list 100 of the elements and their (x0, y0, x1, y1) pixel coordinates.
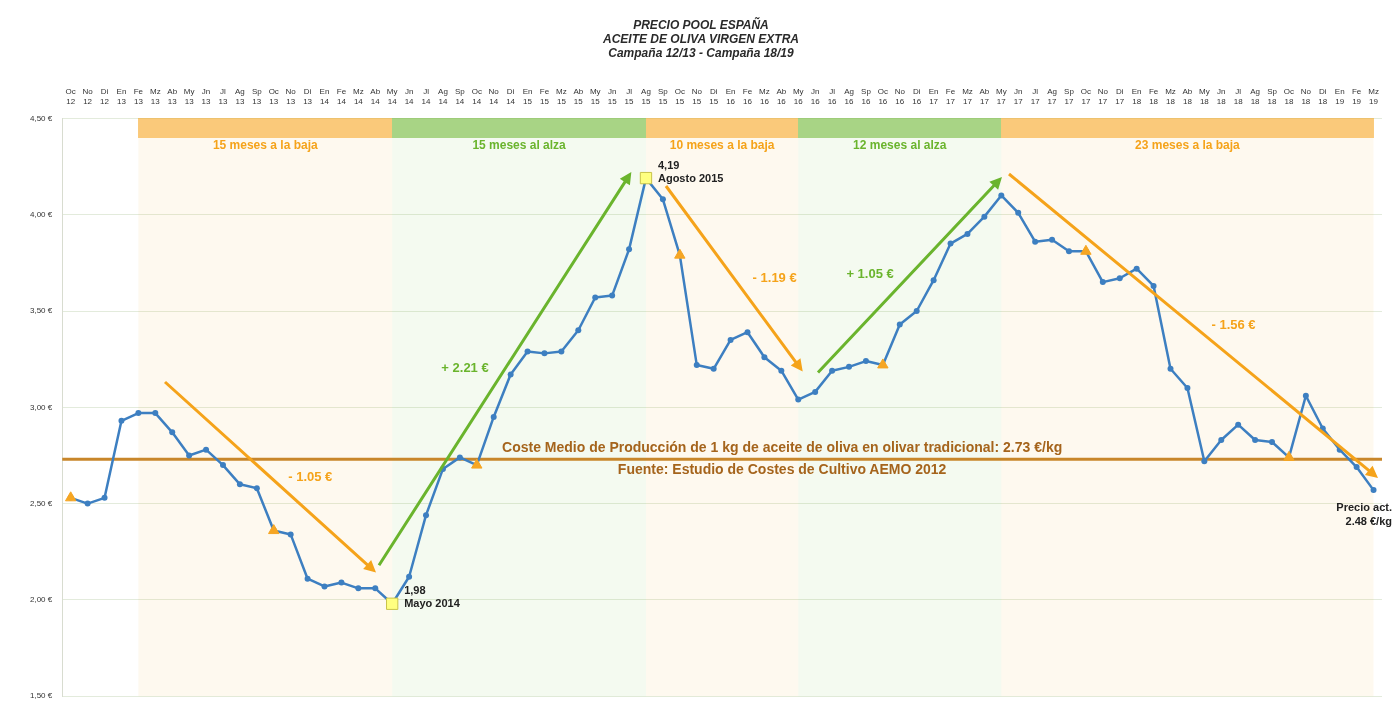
x-tick-label: Jl 17 (1030, 87, 1041, 106)
y-tick-label: 3,50 € (29, 306, 53, 316)
x-tick-label: Ag 13 (235, 87, 245, 106)
y-tick-label: 4,50 € (29, 113, 53, 123)
y-tick-label: 3,00 € (29, 402, 53, 412)
x-tick-label: Ab 18 (1182, 87, 1193, 106)
x-tick-label: Ag 18 (1250, 87, 1261, 106)
x-tick-label: Mz 15 (556, 87, 567, 106)
chart-title: PRECIO POOL ESPAÑA (633, 16, 769, 32)
annotation: 4,19 Agosto 2015 (657, 158, 724, 184)
annotation: + 2.21 € (441, 359, 489, 375)
x-tick-label: Jl 13 (218, 87, 228, 106)
x-tick-label: Di 18 (1318, 87, 1328, 106)
x-tick-label: Fe 15 (539, 87, 550, 106)
x-tick-label: Mz 18 (1165, 87, 1176, 106)
x-tick-label: En 17 (928, 87, 939, 106)
x-tick-label: Fe 17 (945, 87, 956, 106)
x-tick-label: Mz 14 (353, 87, 364, 106)
x-tick-label: Ag 17 (1047, 87, 1058, 106)
band-label: 15 meses al alza (472, 137, 567, 152)
x-tick-label: My 14 (386, 87, 398, 106)
x-tick-label: En 16 (725, 87, 736, 106)
annotation: - 1.19 € (752, 269, 797, 285)
x-tick-label: No 17 (1097, 87, 1109, 106)
x-tick-label: Fe 13 (133, 87, 144, 106)
x-tick-label: My 18 (1199, 87, 1210, 106)
x-tick-label: Ag 16 (844, 87, 855, 106)
x-tick-label: Jl 16 (827, 87, 838, 106)
x-tick-label: En 18 (1131, 87, 1142, 106)
band-label: 10 meses a la baja (669, 137, 775, 152)
x-tick-label: Jn 18 (1216, 87, 1227, 106)
x-tick-label: Sp 15 (658, 87, 669, 106)
x-tick-label: Di 12 (100, 87, 110, 106)
x-tick-label: Di 13 (303, 87, 313, 106)
x-tick-label: En 19 (1334, 87, 1345, 106)
annotation: Precio act. 2.48 €/kg (1336, 500, 1392, 527)
annotation: 1,98 Mayo 2014 (404, 584, 461, 610)
annotation: Fuente: Estudio de Costes de Cultivo AEMO 2012 (617, 461, 947, 478)
x-tick-label: Sp 18 (1267, 87, 1278, 106)
x-tick-label: Mz 13 (149, 87, 161, 106)
x-tick-label: No 18 (1300, 87, 1312, 106)
y-tick-label: 2,00 € (29, 595, 53, 605)
x-tick-label: Ab 13 (167, 87, 178, 106)
band-label: 15 meses a la baja (212, 137, 318, 152)
x-tick-label: Mz 17 (962, 87, 973, 106)
x-tick-label: My 17 (995, 87, 1007, 106)
x-tick-label: Ab 16 (776, 87, 787, 106)
x-tick-label: Di 14 (506, 87, 516, 106)
x-tick-label: No 15 (691, 87, 703, 106)
x-tick-label: Oc 12 (65, 87, 76, 106)
x-tick-label: Fe 18 (1148, 87, 1159, 106)
x-tick-label: Sp 14 (454, 87, 466, 106)
x-tick-label: My 13 (183, 87, 195, 106)
x-tick-label: Fe 14 (336, 87, 347, 106)
x-tick-label: Oc 13 (268, 87, 279, 106)
x-tick-label: Jl 15 (624, 87, 635, 106)
x-tick-label: Oc 16 (877, 87, 888, 106)
annotation: - 1.05 € (288, 469, 333, 485)
x-tick-label: En 14 (319, 87, 330, 106)
x-tick-label: En 15 (522, 87, 533, 106)
x-tick-label: Oc 14 (471, 87, 482, 106)
x-tick-label: Fe 16 (742, 87, 753, 106)
y-tick-label: 2,50 € (29, 498, 53, 508)
x-tick-label: Di 16 (912, 87, 922, 106)
band-label: 23 meses a la baja (1135, 137, 1241, 152)
x-tick-label: No 13 (285, 87, 297, 106)
x-tick-label: Jn 15 (607, 87, 618, 106)
annotation: + 1.05 € (846, 265, 894, 281)
x-tick-label: Oc 18 (1283, 87, 1295, 106)
x-tick-label: Jn 14 (404, 87, 415, 106)
x-tick-label: Ab 14 (370, 87, 381, 106)
x-tick-label: Sp 16 (861, 87, 872, 106)
ref-line-label: Coste Medio de Producción de 1 kg de aceite de oliva en olivar tradicional: 2.73 €/kg (502, 439, 1063, 456)
x-tick-label: Oc 15 (674, 87, 685, 106)
x-tick-label: Mz 19 (1368, 87, 1379, 106)
x-tick-label: Jl 14 (421, 87, 432, 106)
x-tick-label: Mz 16 (759, 87, 770, 106)
x-tick-label: Jn 16 (810, 87, 821, 106)
x-tick-label: Di 17 (1115, 87, 1125, 106)
x-tick-label: Jl 18 (1233, 87, 1244, 106)
chart-subtitle: ACEITE DE OLIVA VIRGEN EXTRA Campaña 12/13 - Campaña 18/19 (601, 31, 800, 61)
x-tick-label: Fe 19 (1351, 87, 1362, 106)
x-tick-label: En 13 (116, 87, 127, 106)
x-tick-label: My 16 (792, 87, 804, 106)
x-tick-label: Ab 17 (979, 87, 990, 106)
x-tick-label: Sp 17 (1064, 87, 1075, 106)
x-tick-label: Ag 14 (438, 87, 448, 106)
x-tick-label: Ag 15 (641, 87, 651, 106)
y-tick-label: 1,50 € (29, 691, 53, 701)
x-tick-label: Oc 17 (1080, 87, 1092, 106)
band-label: 12 meses al alza (853, 137, 947, 152)
x-tick-label: Sp 13 (251, 87, 263, 106)
annotation: - 1.56 € (1211, 317, 1256, 333)
x-tick-label: Ab 15 (573, 87, 584, 106)
x-tick-label: No 16 (894, 87, 906, 106)
x-tick-label: Jn 13 (201, 87, 212, 106)
x-tick-label: Di 15 (709, 87, 719, 106)
x-tick-label: No 12 (82, 87, 94, 106)
x-tick-label: Jn 17 (1013, 87, 1024, 106)
x-tick-label: My 15 (589, 87, 601, 106)
